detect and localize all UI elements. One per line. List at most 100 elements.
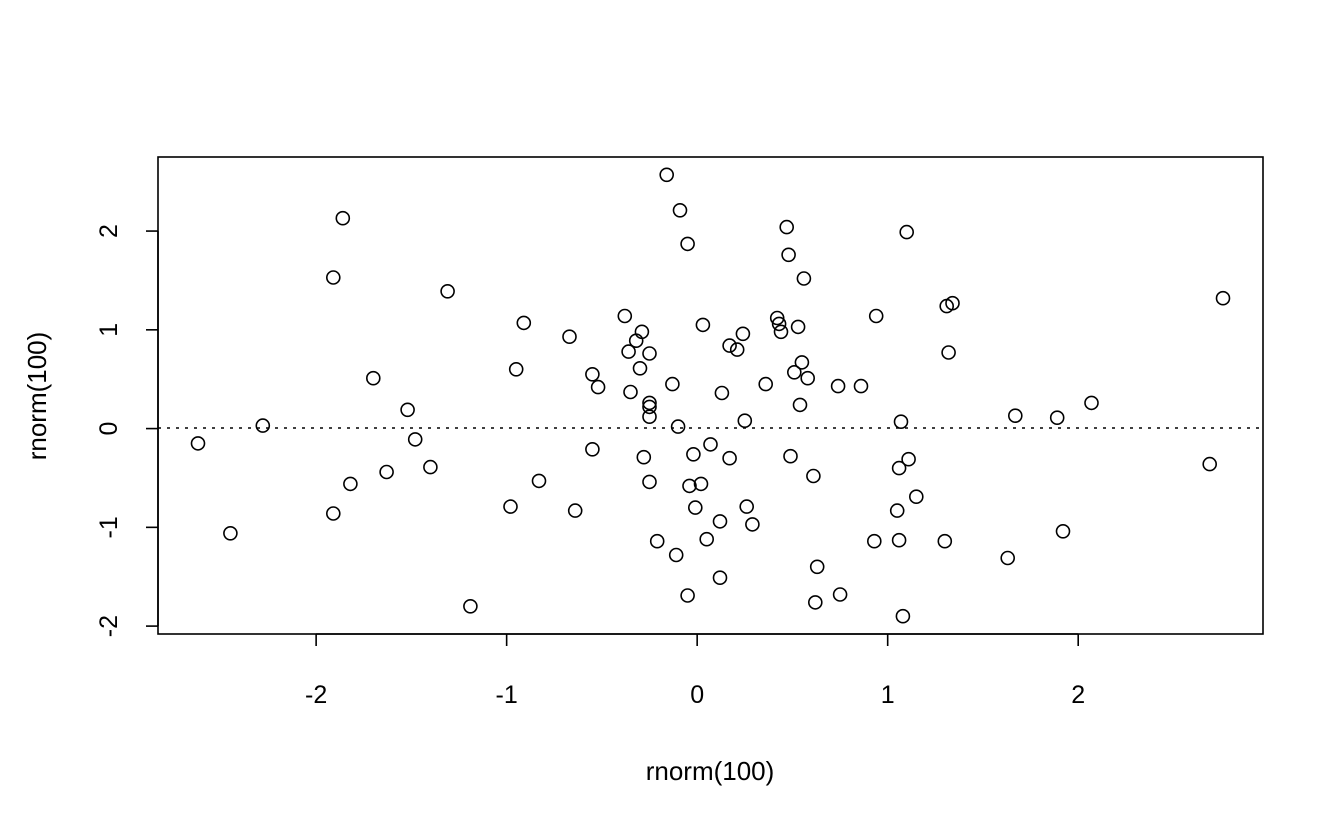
data-point-68 [790,319,806,335]
y-tick-label: 1 [95,323,123,337]
data-point-97 [1084,395,1099,411]
data-point-66 [783,448,798,464]
data-point-63 [773,324,789,340]
data-point-61 [769,310,785,326]
data-point-45 [687,500,703,515]
data-point-42 [680,588,695,603]
data-point-37 [665,376,680,392]
data-point-12 [440,283,455,299]
data-point-51 [712,570,728,586]
x-tick-label: -1 [496,681,518,709]
data-point-84 [893,414,909,430]
data-point-14 [503,499,518,514]
data-point-19 [567,503,583,518]
data-point-49 [703,437,718,452]
x-axis-label: rnorm(100) [646,756,775,786]
data-point-25 [623,384,638,400]
data-point-4 [325,506,341,521]
x-tick-label: -2 [305,681,327,709]
data-point-78 [853,378,869,394]
data-point-99 [1215,290,1231,306]
data-point-48 [699,531,715,547]
data-point-92 [945,295,960,311]
data-point-98 [1202,456,1217,472]
data-point-20 [585,366,600,382]
data-point-67 [786,364,802,380]
data-point-73 [806,468,821,484]
data-point-81 [889,503,905,518]
data-point-53 [722,338,737,353]
data-point-83 [891,532,907,548]
data-point-16 [516,315,532,331]
data-point-23 [617,308,633,324]
x-axis: -2 -1 0 1 2 [305,633,1085,709]
data-point-11 [423,459,438,475]
points-layer [190,167,1231,624]
data-point-30 [642,346,657,361]
data-point-70 [794,355,810,370]
data-point-93 [1000,550,1016,566]
data-point-1 [223,525,238,541]
data-point-52 [714,385,730,401]
data-point-44 [686,446,701,462]
data-point-43 [682,478,697,494]
data-point-8 [379,464,394,480]
y-tick-label: 0 [95,422,123,436]
data-point-59 [745,517,760,532]
y-tick-label: -1 [95,516,123,538]
data-point-41 [680,236,695,252]
data-point-58 [739,499,755,514]
data-point-21 [585,441,600,457]
data-point-34 [642,474,657,490]
data-point-13 [463,598,478,614]
data-point-82 [891,460,907,476]
data-point-60 [758,376,774,392]
data-point-15 [508,361,524,377]
data-point-31 [642,395,657,411]
data-point-36 [659,167,675,183]
data-point-17 [531,473,547,489]
data-point-76 [830,378,846,394]
data-point-71 [796,271,812,286]
data-point-69 [792,397,808,413]
data-point-65 [781,247,796,263]
data-point-6 [343,476,358,492]
data-point-32 [642,399,657,415]
data-point-29 [636,449,652,465]
data-point-88 [908,489,924,505]
data-point-22 [590,379,606,395]
data-point-47 [695,317,711,333]
x-tick-label: 1 [881,681,895,709]
data-point-24 [621,344,636,359]
y-axis-label: rnorm(100) [22,332,52,461]
data-point-94 [1007,408,1023,424]
data-point-87 [901,451,916,467]
data-point-18 [562,329,577,345]
data-point-54 [722,450,737,466]
data-point-38 [668,547,684,563]
data-point-62 [771,316,787,332]
data-point-96 [1055,523,1071,539]
y-tick-label: -2 [95,615,123,637]
data-point-64 [779,219,795,235]
y-axis: -2 -1 0 1 2 [95,224,159,637]
data-point-72 [800,370,816,386]
data-point-10 [407,432,423,447]
data-point-2 [255,418,271,433]
data-point-5 [335,210,351,226]
data-point-95 [1049,410,1065,426]
data-point-7 [365,370,381,386]
data-point-56 [735,326,751,342]
data-point-85 [895,608,911,624]
data-point-91 [941,345,956,360]
x-tick-label: 0 [690,681,704,709]
data-point-27 [632,360,648,376]
y-tick-label: 2 [95,224,123,238]
data-point-77 [832,587,848,602]
data-point-40 [672,203,688,218]
data-point-50 [712,514,728,529]
data-point-9 [400,402,415,418]
data-point-89 [937,533,953,549]
